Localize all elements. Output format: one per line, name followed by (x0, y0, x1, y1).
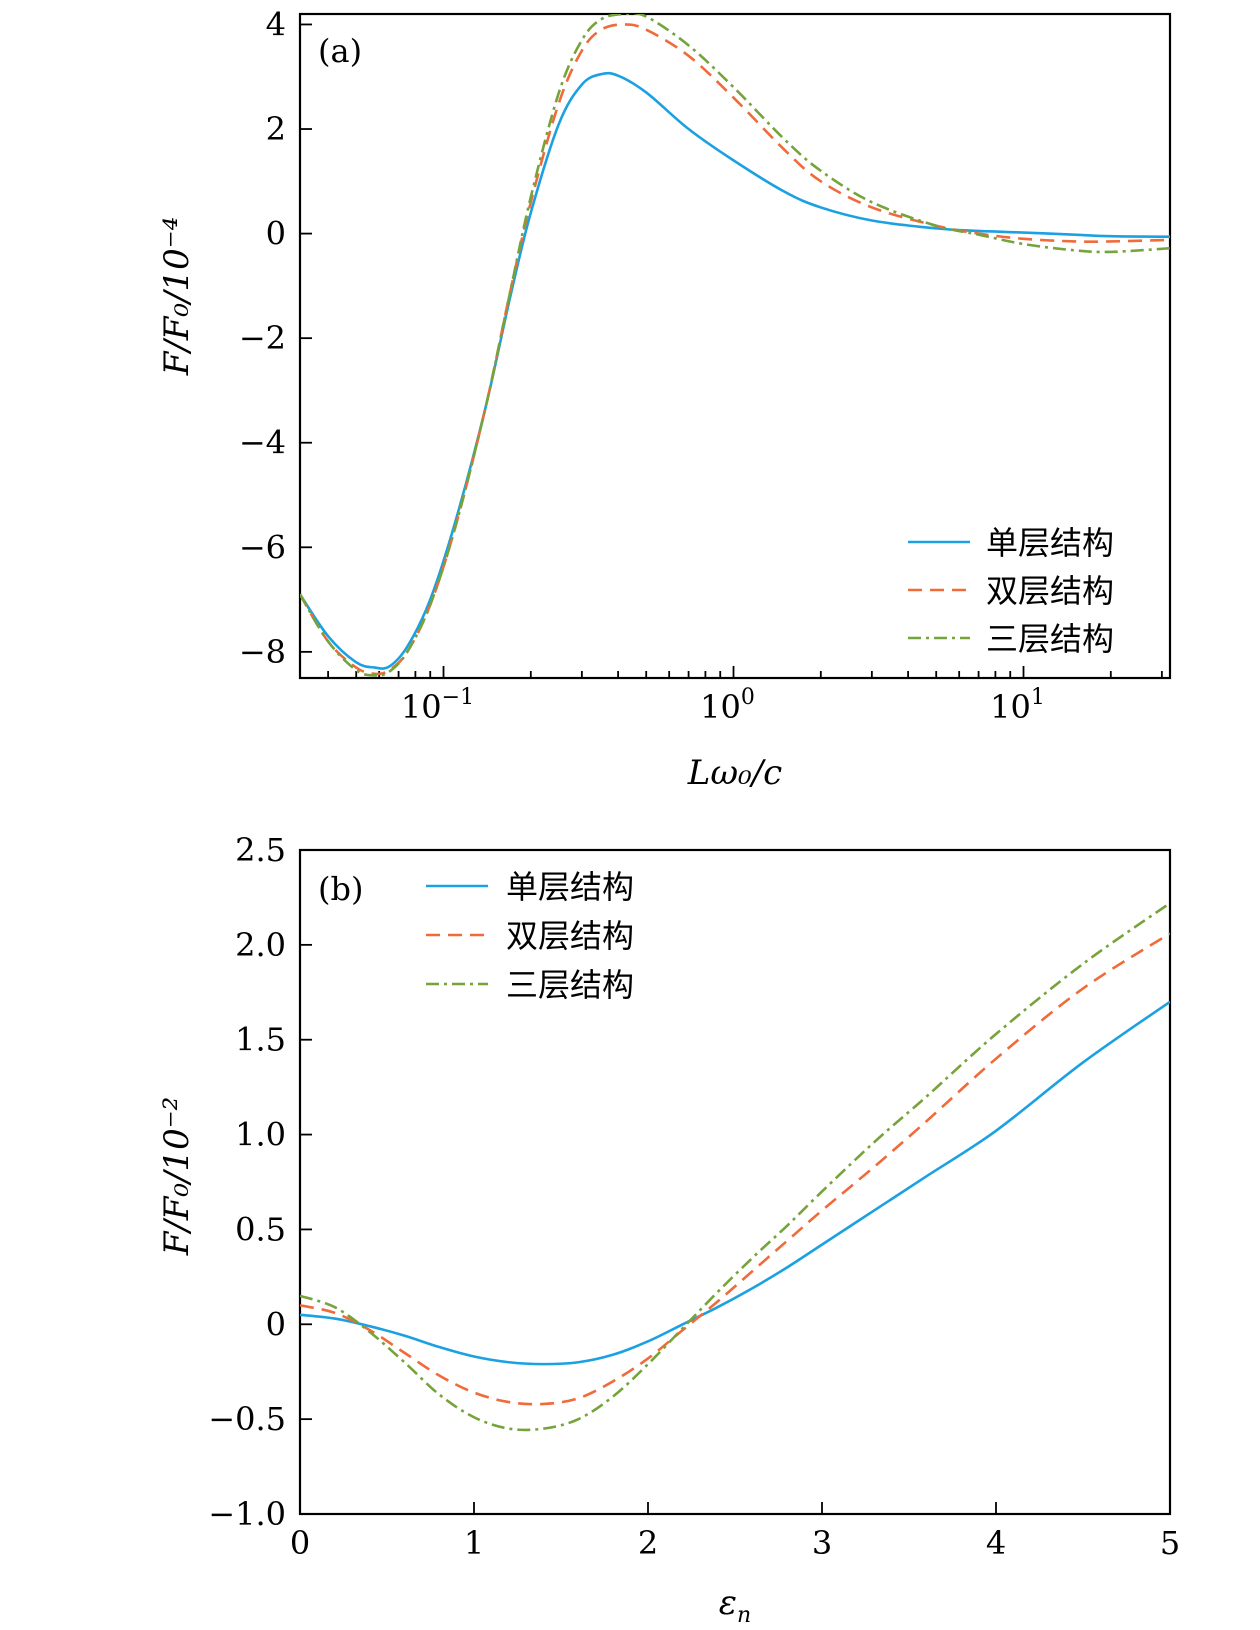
y-tick-label: 0 (266, 215, 286, 253)
panel-a-legend-label-triple: 三层结构 (986, 620, 1114, 658)
panel-b-legend: 单层结构 双层结构 三层结构 (426, 868, 634, 1004)
series-line-dashed (300, 932, 1170, 1406)
panel-b: 2.5 2.0 1.5 1.0 0.5 0 −0.5 −1.0 0 1 2 3 4 5 (b) εn F… (157, 831, 1180, 1628)
series-line-dashdot (300, 14, 1170, 677)
y-tick-label: 2.0 (235, 926, 286, 964)
x-tick-label: 1 (464, 1524, 484, 1562)
series-line-solid (300, 1000, 1170, 1366)
x-tick-label: 0 (290, 1524, 310, 1562)
panel-a-y-ticks: 4 2 0 −2 −4 −6 −8 (239, 5, 312, 671)
panel-a: 4 2 0 −2 −4 −6 −8 10−1 100 101 (a) Lω₀/c F/F₀/10… (157, 5, 1172, 793)
y-tick-label: 4 (266, 5, 286, 43)
x-tick-label: 4 (986, 1524, 1006, 1562)
y-tick-label: 1.5 (235, 1021, 286, 1059)
series-line-dashdot (300, 902, 1170, 1432)
x-tick-label: 10−1 (401, 685, 474, 726)
y-tick-label: −6 (239, 528, 286, 566)
panel-a-tag: (a) (318, 32, 362, 70)
x-tick-label: 3 (812, 1524, 832, 1562)
y-tick-label: −0.5 (208, 1400, 286, 1438)
panel-a-legend: 单层结构 双层结构 三层结构 (908, 524, 1114, 658)
panel-b-x-axis-label: εn (719, 1583, 751, 1628)
y-tick-label: 0.5 (235, 1210, 286, 1248)
y-tick-label: 1.0 (235, 1116, 286, 1154)
panel-a-frame (298, 12, 1172, 680)
panel-a-x-ticks: 10−1 100 101 (327, 666, 1163, 726)
y-tick-label: 2 (266, 110, 286, 148)
panel-b-legend-label-triple: 三层结构 (506, 966, 634, 1004)
x-tick-label: 2 (638, 1524, 658, 1562)
panel-b-frame (298, 848, 1172, 1516)
panel-b-legend-label-single: 单层结构 (506, 868, 634, 906)
panel-a-x-axis-label: Lω₀/c (687, 753, 782, 793)
panel-b-y-ticks: 2.5 2.0 1.5 1.0 0.5 0 −0.5 −1.0 (208, 831, 312, 1533)
panel-b-series (300, 902, 1170, 1432)
panel-a-legend-label-double: 双层结构 (986, 572, 1114, 610)
y-tick-label: 2.5 (235, 831, 286, 869)
y-tick-label: 0 (266, 1305, 286, 1343)
y-tick-label: −1.0 (208, 1495, 286, 1533)
x-tick-label: 101 (990, 685, 1045, 726)
panel-a-y-axis-label: F/F₀/10⁻⁴ (157, 217, 197, 377)
x-tick-label: 5 (1160, 1524, 1180, 1562)
y-tick-label: −4 (239, 424, 286, 462)
panel-b-x-ticks: 0 1 2 3 4 5 (290, 1502, 1180, 1562)
panel-b-y-axis-label: F/F₀/10⁻² (157, 1097, 197, 1257)
panel-b-tag: (b) (318, 870, 363, 908)
panel-a-legend-label-single: 单层结构 (986, 524, 1114, 562)
x-tick-label: 100 (700, 685, 755, 726)
y-tick-label: −2 (239, 319, 286, 357)
panel-a-series (300, 14, 1170, 677)
y-tick-label: −8 (239, 633, 286, 671)
panel-b-legend-label-double: 双层结构 (506, 917, 634, 955)
